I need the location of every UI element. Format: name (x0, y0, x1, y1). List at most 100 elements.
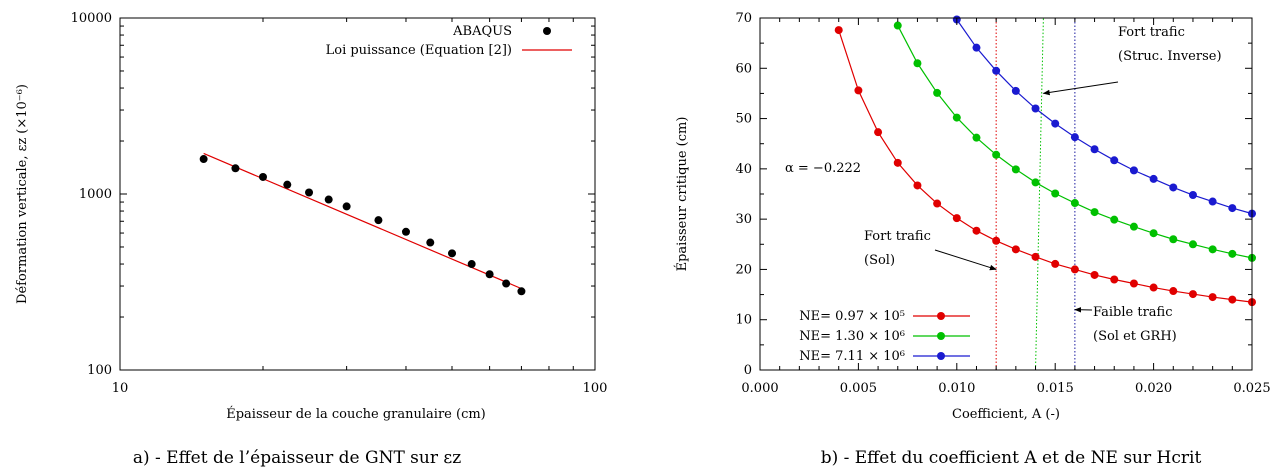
chart-b-point (1208, 245, 1217, 254)
chart-b-legend-label: NE= 1.30 × 10⁶ (799, 329, 905, 344)
chart-b-point (992, 150, 1001, 159)
chart-b-legend-marker (937, 312, 945, 320)
chart-b-series-line (838, 29, 1253, 303)
chart-b-point (1051, 189, 1060, 198)
chart-b-point (1070, 265, 1079, 274)
chart-b-point (1070, 133, 1079, 142)
chart-b-point (1129, 166, 1138, 175)
chart-b-series-line (956, 19, 1253, 215)
chart-b-vlines (995, 17, 1076, 371)
chart-b-point (1228, 204, 1237, 213)
chart-b: 0.000 0.005 0.010 0.015 0.020 0.025 0 10 20 30 40 5… (674, 11, 1271, 468)
chart-a-caption: a) - Effet de l’épaisseur de GNT sur εz (133, 448, 461, 468)
chart-a-point (342, 202, 351, 211)
chart-b-point (972, 133, 981, 142)
chart-b-point (992, 66, 1001, 75)
chart-b-point (1031, 104, 1040, 113)
chart-a-point (258, 172, 267, 181)
chart-b-ylabel: Épaisseur critique (cm) (674, 117, 690, 272)
chart-b-point (1188, 290, 1197, 299)
chart-b-point (854, 86, 863, 95)
chart-b-point (1051, 259, 1060, 268)
chart-b-xtick-label: 0.010 (938, 381, 975, 396)
chart-a-ytick-label: 100 (87, 363, 112, 378)
chart-b-point (992, 236, 1001, 245)
chart-b-point (913, 181, 922, 190)
chart-b-point (834, 26, 843, 35)
chart-b-annotation-text: (Struc. Inverse) (1118, 49, 1222, 64)
chart-b-point (1228, 249, 1237, 258)
chart-b-xtick-label: 0.005 (840, 381, 877, 396)
chart-b-caption: b) - Effet du coefficient A et de NE sur… (821, 448, 1202, 468)
chart-b-point (933, 199, 942, 208)
chart-b-ytick-label: 0 (744, 363, 752, 378)
chart-b-xlabel: Coefficient, A (-) (952, 407, 1060, 422)
chart-a-point (324, 195, 333, 204)
chart-a-legend-label: Loi puissance (Equation [2]) (326, 43, 512, 58)
chart-a-point (502, 279, 511, 288)
chart-b-point (1228, 295, 1237, 304)
chart-a-ylabel: Déformation verticale, εz (×10⁻⁶) (15, 84, 30, 304)
chart-b-point (1011, 245, 1020, 254)
chart-b-threshold-line (1035, 17, 1044, 371)
chart-a-point (448, 249, 457, 258)
chart-b-point (1031, 178, 1040, 187)
chart-b-marks (834, 15, 1256, 307)
chart-a-xtick-label: 100 (583, 381, 608, 396)
chart-b-point (1090, 270, 1099, 279)
chart-b-point (952, 113, 961, 122)
chart-b-point (1149, 174, 1158, 183)
chart-a-xlabel: Épaisseur de la couche granulaire (cm) (226, 406, 486, 422)
chart-a-legend-label: ABAQUS (452, 24, 512, 39)
chart-b-point (1031, 252, 1040, 261)
chart-b-point (1051, 119, 1060, 128)
chart-b-xtick-label: 0.020 (1135, 381, 1172, 396)
chart-b-point (1129, 222, 1138, 231)
chart-b-point (893, 158, 902, 167)
chart-a-ytick-label: 10000 (71, 11, 112, 26)
chart-b-annotation-text: (Sol) (864, 253, 895, 268)
chart-b-xtick-label: 0.000 (741, 381, 778, 396)
chart-a-legend-marker (543, 27, 551, 35)
chart-b-point (1110, 275, 1119, 284)
chart-b-point (1169, 183, 1178, 192)
chart-a-ytick-label: 1000 (79, 187, 112, 202)
chart-b-legend-label: NE= 0.97 × 10⁵ (799, 309, 905, 324)
chart-b-point (1149, 229, 1158, 238)
chart-b-point (1090, 145, 1099, 154)
chart-b-annotation-text: Fort trafic (864, 229, 931, 244)
chart-b-legend-marker (937, 332, 945, 340)
chart-b-point (893, 21, 902, 30)
chart-b-point (1070, 199, 1079, 208)
chart-b-annotation-arrow (934, 249, 997, 271)
chart-a-point (517, 287, 526, 296)
chart-a-marks (199, 152, 526, 296)
chart-a-xtick-label: 10 (112, 381, 129, 396)
chart-b-annotation-arrow (1042, 81, 1119, 96)
chart-b-annotations: Fort trafic (Struc. Inverse) Fort trafic (S… (864, 25, 1222, 344)
chart-a-point (305, 188, 314, 197)
chart-b-legend: NE= 0.97 × 10⁵ NE= 1.30 × 10⁶ NE= 7.11 × 1… (799, 309, 970, 364)
chart-b-annotation-text: (Sol et GRH) (1093, 329, 1177, 344)
chart-b-ytick-label: 50 (735, 112, 752, 127)
chart-b-point (933, 88, 942, 97)
chart-b-point (913, 59, 922, 68)
chart-b-point (1011, 86, 1020, 95)
chart-b-annotation-text: Faible trafic (1093, 305, 1173, 320)
chart-b-point (1188, 240, 1197, 249)
chart-a-point (374, 216, 383, 225)
chart-b-point (1208, 197, 1217, 206)
chart-a-point (231, 164, 240, 173)
chart-a-point (401, 227, 410, 236)
chart-b-point (972, 226, 981, 235)
chart-b-point (1149, 283, 1158, 292)
chart-b-ytick-label: 70 (735, 11, 752, 26)
chart-a-fit-line (203, 152, 522, 290)
chart-b-point (1090, 208, 1099, 217)
chart-b-point (1110, 156, 1119, 165)
chart-b-point (1011, 165, 1020, 174)
chart-b-point (972, 43, 981, 52)
